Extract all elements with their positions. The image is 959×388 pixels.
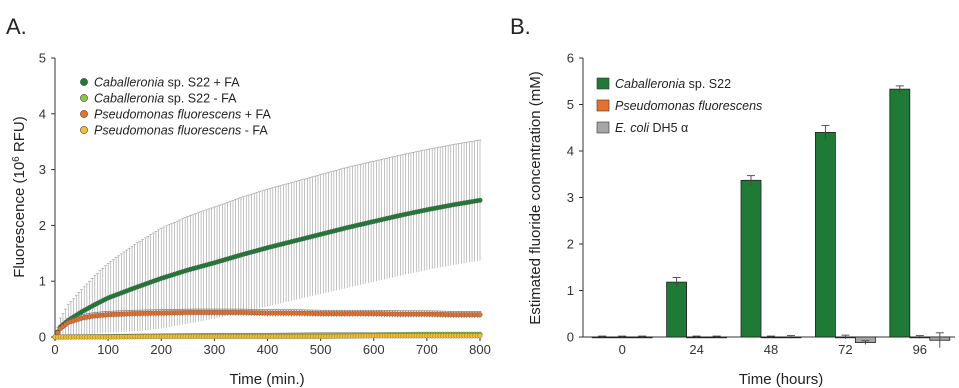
panel-a-x-tick-label: 100 (97, 342, 119, 357)
panel-b-y-tick-label: 0 (567, 330, 574, 345)
panel-b-legend-swatch-2 (596, 121, 610, 134)
panel-a-legend-label-3: Pseudomonas fluorescens - FA (94, 124, 268, 138)
panel-a-x-tick-label: 400 (257, 342, 279, 357)
panel-a-y-tick-label: 4 (39, 106, 46, 121)
panel-a-x-tick-label: 500 (310, 342, 332, 357)
panel-a-legend-label-0: Caballeronia sp. S22 + FA (94, 76, 240, 90)
panel-a-legend-marker-3 (80, 126, 88, 134)
panel-b-x-tick-label: 0 (619, 342, 626, 357)
panel-a-legend: Caballeronia sp. S22 + FA Caballeronia sp… (80, 76, 272, 138)
panel-b-legend-label-0: Caballeronia sp. S22 (615, 77, 731, 91)
panel-b-label: B. (510, 14, 531, 39)
panel-b-y-tick-label: 2 (567, 237, 574, 252)
panel-b-bars (591, 85, 951, 348)
panel-a-legend-label-1: Caballeronia sp. S22 - FA (94, 92, 237, 106)
panel-a-y-tick-label: 0 (39, 330, 46, 345)
panel-b-x-axis-title: Time (hours) (739, 371, 823, 388)
panel-b-y-tick-label: 5 (567, 97, 574, 112)
panel-b-legend-swatch-1 (596, 99, 610, 112)
panel-a-y-tick-label: 5 (39, 51, 46, 66)
panel-b-bar (666, 281, 687, 338)
panel-a: A. 0 100 200 300 400 500 600 700 800 0 1 2 3 4 5 Cabal… (6, 14, 491, 388)
panel-a-axes: 0 100 200 300 400 500 600 700 800 0 1 2 3 4 5 (39, 51, 491, 358)
panel-b-y-tick-label: 4 (567, 144, 574, 159)
panel-b-legend-label-1: Pseudomonas fluorescens (615, 99, 762, 113)
panel-b-x-tick-label: 96 (913, 342, 927, 357)
panel-a-x-tick-label: 300 (204, 342, 226, 357)
panel-b-x-tick-label: 72 (838, 342, 852, 357)
panel-b-y-tick-label: 3 (567, 190, 574, 205)
panel-b: B. 0 1 2 3 4 5 6 0 24 48 72 96 Caballeronia sp. S22… (510, 14, 955, 388)
panel-b-bar (815, 131, 836, 338)
panel-b-x-tick-label: 48 (764, 342, 778, 357)
panel-b-legend-label-2: E. coli DH5 α (615, 121, 688, 135)
panel-a-series-3 (52, 333, 483, 340)
panel-a-x-tick-label: 800 (469, 342, 491, 357)
panel-b-x-tick-label: 24 (689, 342, 703, 357)
panel-a-y-axis-title: Fluorescence (106 RFU) (11, 116, 29, 277)
panel-b-bar (740, 179, 762, 338)
panel-b-y-axis-title: Estimated fluoride concentration (mM) (527, 71, 544, 324)
panel-b-y-tick-label: 6 (567, 51, 574, 66)
panel-a-x-tick-label: 700 (416, 342, 438, 357)
panel-a-point (477, 333, 483, 339)
panel-b-bar (889, 88, 911, 338)
panel-b-legend: Caballeronia sp. S22 Pseudomonas fluoresc… (596, 77, 762, 135)
panel-a-x-tick-label: 600 (363, 342, 385, 357)
panel-a-x-axis-title: Time (min.) (229, 371, 304, 388)
panel-a-label: A. (6, 14, 27, 39)
panel-a-x-tick-label: 200 (150, 342, 172, 357)
panel-b-y-tick-label: 1 (567, 283, 574, 298)
panel-a-legend-label-2: Pseudomonas fluorescens + FA (94, 108, 272, 122)
panel-a-y-tick-label: 3 (39, 162, 46, 177)
panel-a-x-tick-label: 0 (51, 342, 58, 357)
panel-a-series-2 (52, 308, 483, 340)
panel-a-legend-marker-1 (80, 94, 88, 102)
panel-a-y-tick-label: 1 (39, 274, 46, 289)
panel-a-point (477, 312, 483, 318)
panel-a-point (55, 330, 61, 336)
panel-a-series (52, 139, 483, 340)
panel-a-legend-marker-0 (80, 78, 88, 86)
panel-a-y-tick-label: 2 (39, 218, 46, 233)
panel-a-point (477, 197, 483, 203)
panel-a-legend-marker-2 (80, 110, 88, 118)
panel-b-legend-swatch-0 (596, 77, 610, 90)
